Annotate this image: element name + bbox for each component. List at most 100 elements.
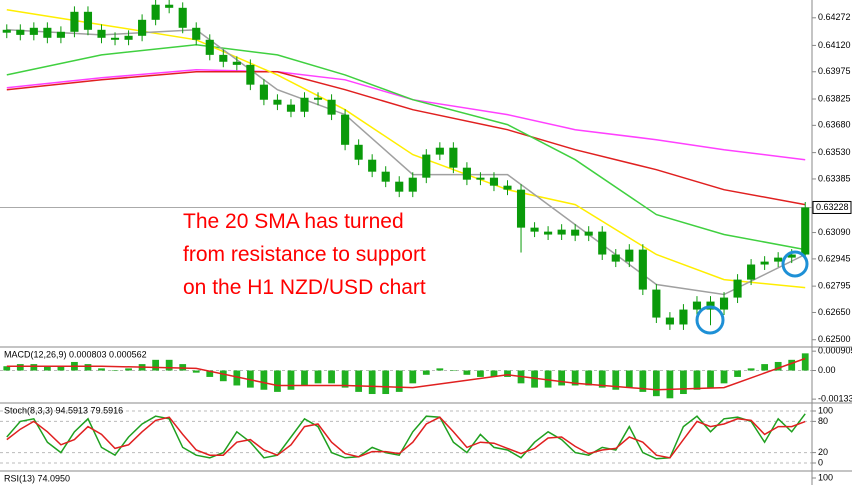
macd-bar <box>165 359 173 371</box>
candle-body <box>29 27 38 35</box>
macd-bar <box>585 370 593 386</box>
panel <box>0 353 812 399</box>
candle-body <box>638 249 647 290</box>
y-tick-label: -0.001339 <box>818 394 852 404</box>
candle-body <box>70 11 79 32</box>
candle-body <box>56 31 65 38</box>
macd-bar <box>179 364 187 371</box>
macd-signal <box>6 357 806 391</box>
candle-body <box>259 84 268 100</box>
candle-body <box>219 54 228 62</box>
macd-bar <box>152 359 160 371</box>
highlight-circle <box>695 305 725 335</box>
macd-bar <box>707 370 714 388</box>
macd-bar <box>761 364 769 371</box>
macd-bar <box>43 366 51 371</box>
macd-bar <box>449 370 457 372</box>
macd-bar <box>680 370 687 395</box>
candle-body <box>719 297 729 310</box>
panel-title: RSI(13) 74.0950 <box>4 473 70 483</box>
macd-bar <box>57 366 65 371</box>
macd-bar <box>219 370 227 382</box>
candle-body <box>110 37 120 40</box>
y-tick-label: 100 <box>818 472 833 482</box>
panel-title: MACD(12,26,9) 0.000803 0.000562 <box>4 349 147 359</box>
macd-bar <box>192 370 200 373</box>
candle-body <box>530 227 539 232</box>
macd-bar <box>477 370 484 377</box>
macd-bar <box>571 370 579 386</box>
candle-body <box>476 177 485 180</box>
macd-bar <box>693 370 701 390</box>
macd-bar <box>463 370 471 375</box>
macd-bar <box>612 370 620 390</box>
macd-bar <box>274 370 281 392</box>
y-tick-label: 0.64120 <box>818 40 851 50</box>
y-tick-label: 0.63680 <box>818 120 851 130</box>
macd-bar <box>30 364 38 371</box>
macd-bar <box>504 370 511 377</box>
y-tick-label: 0.00 <box>818 365 836 375</box>
highlight-circle <box>781 250 809 278</box>
candle-body <box>354 144 363 160</box>
macd-bar <box>531 370 538 388</box>
macd-bar <box>111 370 119 372</box>
candle-body <box>246 64 255 85</box>
candle-body <box>341 114 350 145</box>
panel-title: Stoch(8,3,3) 94.5913 79.5916 <box>4 405 123 415</box>
candle-body <box>395 181 404 192</box>
candle-body <box>205 39 214 55</box>
candle-body <box>313 97 323 100</box>
candle-body <box>665 317 674 325</box>
y-tick-label: 0.63385 <box>818 173 851 183</box>
macd-bar <box>734 370 741 377</box>
macd-bar <box>801 353 809 371</box>
macd-bar <box>382 370 390 395</box>
y-tick-label: 0 <box>818 457 823 467</box>
macd-bar <box>490 370 498 377</box>
y-tick-label: 80 <box>818 416 828 426</box>
panel <box>0 0 812 330</box>
candle-body <box>625 249 634 262</box>
macd-bar <box>16 364 24 371</box>
macd-bar <box>436 368 444 371</box>
macd-bar <box>598 370 606 388</box>
candle-body <box>787 254 796 258</box>
macd-bar <box>774 361 782 371</box>
macd-bar <box>314 370 322 384</box>
macd-bar <box>652 370 660 397</box>
candle-body <box>462 167 471 180</box>
macd-bar <box>422 370 430 375</box>
stoch-line <box>6 413 806 460</box>
y-tick-label: 0.63090 <box>818 227 851 237</box>
candle-body <box>801 207 810 255</box>
candle-body <box>489 177 499 186</box>
macd-bar <box>395 370 403 392</box>
y-tick-label: 0.63530 <box>818 147 851 157</box>
candle-body <box>571 229 580 236</box>
candle-body <box>43 27 52 38</box>
macd-bar <box>409 370 417 384</box>
stoch-line <box>6 416 806 459</box>
candle-body <box>598 231 607 255</box>
candle-body <box>300 97 309 112</box>
macd-bar <box>625 370 633 388</box>
candle-body <box>408 177 417 192</box>
macd-bar <box>544 370 552 388</box>
y-tick-label: 100 <box>818 405 833 415</box>
annotation: The 20 SMA has turned <box>183 210 404 233</box>
macd-bar <box>3 366 11 371</box>
candle-body <box>368 159 377 172</box>
candle-body <box>449 147 458 168</box>
candle-body <box>557 229 566 235</box>
candle-body <box>544 231 553 235</box>
candle-body <box>286 104 296 112</box>
annotation: on the H1 NZD/USD chart <box>183 276 426 299</box>
candle-body <box>422 154 431 178</box>
y-tick-label: 20 <box>818 447 828 457</box>
macd-bar <box>368 370 376 395</box>
candle-body <box>2 29 11 33</box>
macd-bar <box>328 370 335 384</box>
